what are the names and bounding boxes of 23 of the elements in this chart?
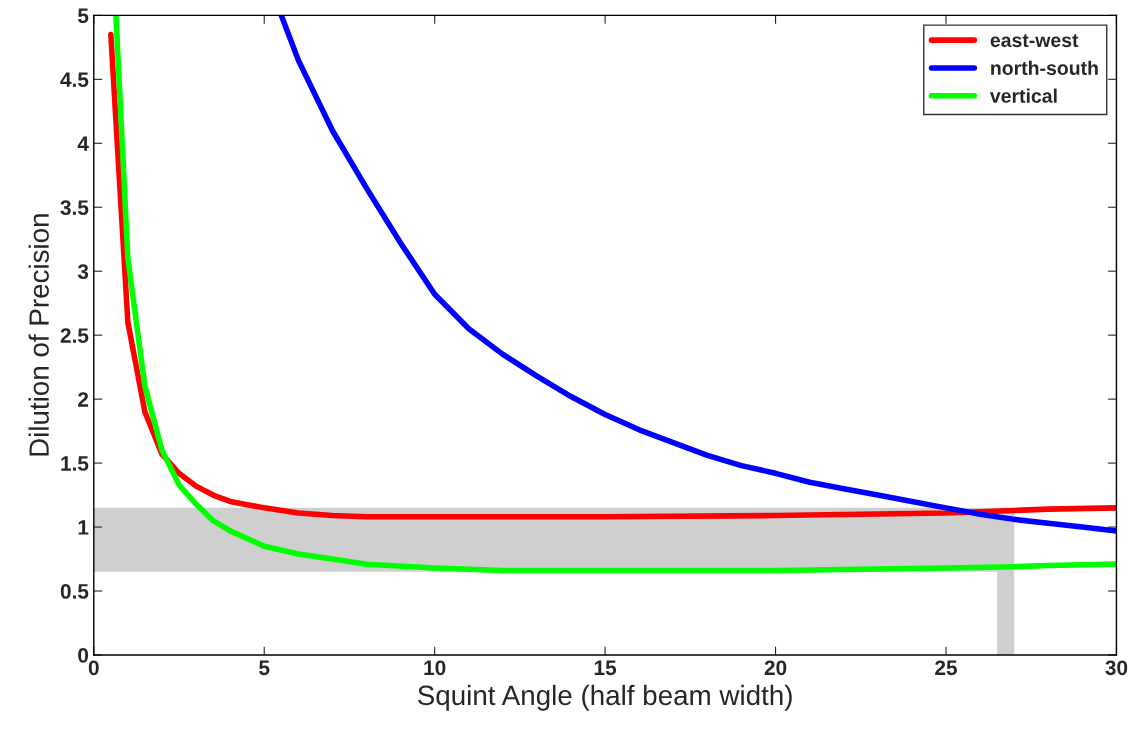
- y-tick-label: 4: [77, 136, 89, 151]
- y-axis-title: Dilution of Precision: [28, 214, 49, 456]
- legend-label: vertical: [989, 88, 1057, 103]
- x-tick-label: 30: [1105, 660, 1128, 676]
- x-tick-label: 10: [424, 660, 446, 676]
- y-tick-label: 0: [78, 647, 89, 663]
- y-tick-label: 2: [78, 392, 89, 407]
- y-tick-label: 3.5: [60, 200, 89, 216]
- x-tick-label: 5: [259, 660, 270, 676]
- x-tick-label: 15: [594, 660, 617, 676]
- legend-label: north-south: [991, 60, 1098, 75]
- x-tick-label: 25: [935, 660, 958, 676]
- y-tick-label: 1.5: [61, 456, 89, 471]
- y-tick-label: 2.5: [60, 328, 89, 343]
- y-tick-label: 4.5: [60, 72, 89, 88]
- x-tick-label: 0: [88, 660, 99, 676]
- x-axis-title: Squint Angle (half beam width): [418, 684, 792, 711]
- x-tick-label: 20: [764, 660, 787, 676]
- y-tick-label: 1: [78, 520, 89, 535]
- y-tick-label: 5: [77, 8, 89, 24]
- legend-label: east-west: [990, 34, 1079, 48]
- y-tick-label: 3: [77, 264, 89, 279]
- y-tick-label: 0.5: [60, 584, 89, 599]
